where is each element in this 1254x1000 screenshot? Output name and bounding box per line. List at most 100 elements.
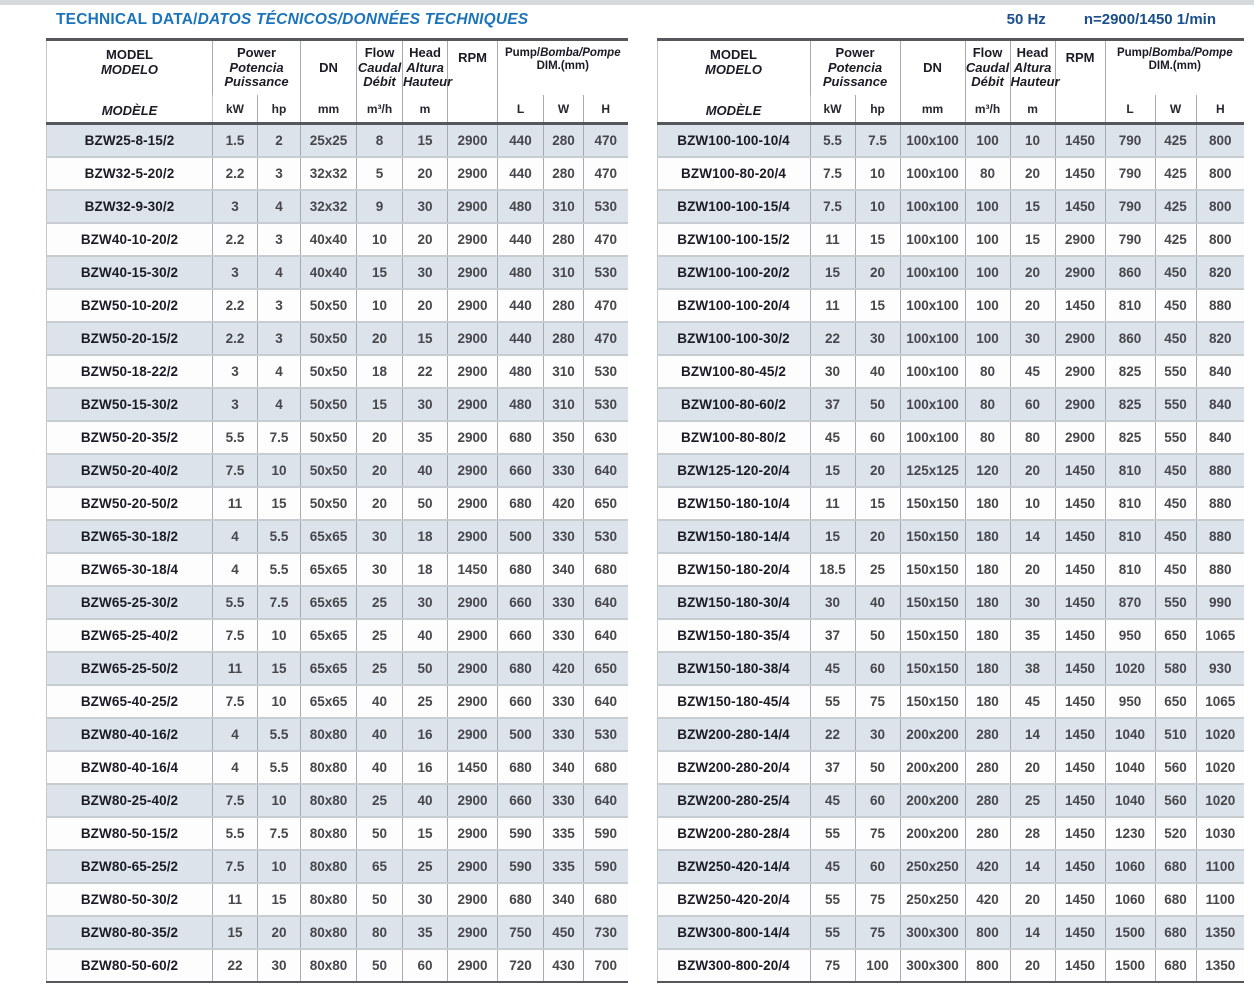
value-cell: 20 <box>256 914 301 949</box>
table-row: BZW65-30-18/2 4 5.5 65x65 30 18 2900 500 330 530 <box>46 518 628 553</box>
model-cell: BZW150-180-14/4 <box>656 518 811 553</box>
table-row: BZW100-80-60/2 37 50 100x100 80 60 2900 825 550 8… <box>656 386 1245 421</box>
value-cell: 100 <box>964 221 1011 256</box>
value-cell: 20 <box>1009 881 1056 916</box>
title-italic: DATOS TÉCNICOS/DONNÉES TECHNIQUES <box>197 11 529 28</box>
value-cell: 530 <box>583 254 628 289</box>
value-cell: 2900 <box>447 584 498 619</box>
value-cell: 840 <box>1195 419 1245 454</box>
value-cell: 530 <box>583 353 628 388</box>
value-cell: 680 <box>497 419 544 454</box>
model-cell: BZW200-280-25/4 <box>656 782 811 817</box>
value-cell: 2900 <box>447 782 498 817</box>
value-cell: 100x100 <box>899 386 966 421</box>
value-cell: 2900 <box>1054 353 1106 388</box>
value-cell: 330 <box>543 518 584 553</box>
value-cell: 730 <box>583 914 628 949</box>
value-cell: 280 <box>964 782 1011 817</box>
value-cell: 50 <box>854 386 901 421</box>
value-cell: 470 <box>583 122 628 157</box>
value-cell: 15 <box>809 452 856 487</box>
value-cell: 30 <box>356 518 403 553</box>
value-cell: 825 <box>1104 419 1156 454</box>
table-row: BZW150-180-14/4 15 20 150x150 180 14 1450 810 45… <box>656 518 1245 553</box>
value-cell: 590 <box>497 848 544 883</box>
table-body-right: BZW100-100-10/4 5.5 7.5 100x100 100 10 1450 790… <box>656 122 1245 982</box>
value-cell: 80x80 <box>300 881 357 916</box>
value-cell: 880 <box>1195 518 1245 553</box>
model-cell: BZW100-100-15/4 <box>656 188 811 223</box>
value-cell: 180 <box>964 551 1011 586</box>
value-cell: 22 <box>402 353 448 388</box>
value-cell: 1450 <box>1054 815 1106 850</box>
model-cell: BZW50-10-20/2 <box>46 287 213 322</box>
model-cell: BZW80-40-16/4 <box>46 749 213 784</box>
value-cell: 180 <box>964 683 1011 718</box>
value-cell: 35 <box>402 419 448 454</box>
value-cell: 330 <box>543 617 584 652</box>
value-cell: 30 <box>809 353 856 388</box>
value-cell: 680 <box>497 485 544 520</box>
value-cell: 530 <box>583 518 628 553</box>
value-cell: 37 <box>809 617 856 652</box>
col-header-model: MODEL MODELO MODÈLE <box>46 39 213 124</box>
value-cell: 800 <box>964 914 1011 949</box>
value-cell: 750 <box>497 914 544 949</box>
value-cell: 75 <box>854 683 901 718</box>
value-cell: 860 <box>1104 320 1156 355</box>
value-cell: 880 <box>1195 485 1245 520</box>
value-cell: 2900 <box>447 881 498 916</box>
value-cell: 3 <box>212 386 258 421</box>
model-cell: BZW25-8-15/2 <box>46 122 213 157</box>
value-cell: 80 <box>964 386 1011 421</box>
value-cell: 1.5 <box>212 122 258 157</box>
value-cell: 15 <box>854 221 901 256</box>
value-cell: 480 <box>497 353 544 388</box>
value-cell: 4 <box>212 716 258 751</box>
table-row: BZW65-30-18/4 4 5.5 65x65 30 18 1450 680 340 680 <box>46 551 628 586</box>
value-cell: 2900 <box>447 419 498 454</box>
value-cell: 820 <box>1195 254 1245 289</box>
value-cell: 10 <box>256 683 301 718</box>
value-cell: 640 <box>583 452 628 487</box>
value-cell: 11 <box>809 287 856 322</box>
value-cell: 790 <box>1104 188 1156 223</box>
value-cell: 7.5 <box>256 419 301 454</box>
model-cell: BZW100-100-20/2 <box>656 254 811 289</box>
value-cell: 280 <box>964 815 1011 850</box>
model-cell: BZW100-100-15/2 <box>656 221 811 256</box>
value-cell: 660 <box>497 452 544 487</box>
rotation-speed: n=2900/1450 1/min <box>1083 11 1216 28</box>
value-cell: 50x50 <box>300 386 357 421</box>
value-cell: 50x50 <box>300 320 357 355</box>
value-cell: 330 <box>543 716 584 751</box>
value-cell: 10 <box>356 221 403 256</box>
value-cell: 335 <box>543 848 584 883</box>
value-cell: 2.2 <box>212 320 258 355</box>
value-cell: 2900 <box>447 452 498 487</box>
value-cell: 180 <box>964 584 1011 619</box>
value-cell: 15 <box>1009 221 1056 256</box>
value-cell: 590 <box>497 815 544 850</box>
table-row: BZW32-5-20/2 2.2 3 32x32 5 20 2900 440 280 470 <box>46 155 628 190</box>
value-cell: 425 <box>1154 122 1197 157</box>
value-cell: 810 <box>1104 452 1156 487</box>
value-cell: 1060 <box>1104 848 1156 883</box>
value-cell: 310 <box>543 353 584 388</box>
value-cell: 40 <box>402 782 448 817</box>
model-cell: BZW150-180-38/4 <box>656 650 811 685</box>
value-cell: 11 <box>212 485 258 520</box>
value-cell: 180 <box>964 518 1011 553</box>
value-cell: 680 <box>497 551 544 586</box>
value-cell: 100 <box>964 188 1011 223</box>
value-cell: 50 <box>402 485 448 520</box>
value-cell: 2900 <box>447 683 498 718</box>
value-cell: 35 <box>1009 617 1056 652</box>
model-cell: BZW100-80-45/2 <box>656 353 811 388</box>
table-row: BZW100-100-10/4 5.5 7.5 100x100 100 10 1450 790… <box>656 122 1245 157</box>
model-cell: BZW100-100-20/4 <box>656 287 811 322</box>
value-cell: 3 <box>256 320 301 355</box>
value-cell: 680 <box>1154 947 1197 982</box>
value-cell: 80x80 <box>300 848 357 883</box>
value-cell: 60 <box>854 848 901 883</box>
